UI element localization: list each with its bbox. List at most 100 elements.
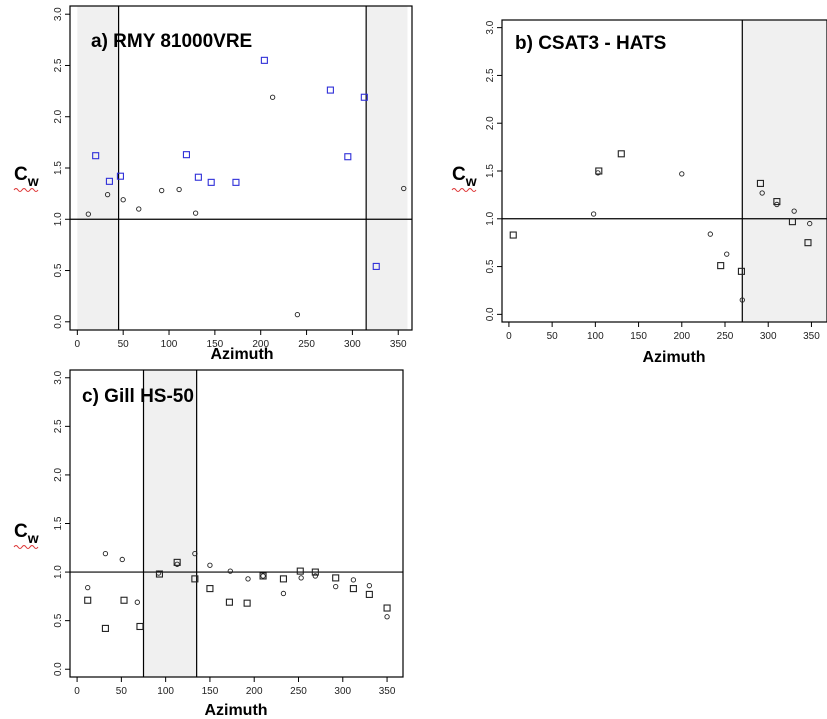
panel-c-square-point-8 [225,598,233,606]
panel-a-shaded-region-0 [77,6,119,330]
panel-b-circle-point-3 [707,231,713,237]
panel-a-circle-point-3 [136,206,142,212]
panel-c-square-point-16 [365,590,373,598]
panel-b-square-point-6 [773,198,781,206]
panel-c-circle-point-13 [312,573,318,579]
panel-c-square-point-13 [311,568,319,576]
panel-c-xtick-label-7: 350 [379,686,396,697]
panel-b-xtick-label-0: 0 [506,331,512,342]
panel-b-ylabel-sub: w [465,173,477,189]
panel-a-square-point-10 [360,93,368,101]
panel-c-circle-point-12 [298,575,304,581]
panel-a-ylabel-sub: w [27,173,39,189]
panel-c-circle-point-10 [260,573,266,579]
panel-c-marks: 0 50 100 150 200 250 300 350 0.0 0.5 1.0 1.5 2.0 2.5 3… [53,369,404,697]
panel-b-circle-point-2 [679,171,685,177]
panel-b-ytick-label-5: 2.5 [485,68,496,82]
panel-c-xtick-label-3: 150 [202,686,219,697]
panel-a-square-point-9 [344,153,352,161]
panel-c-xtick-label-1: 50 [116,686,128,697]
panel-c-circle-point-11 [280,590,287,597]
panel-c-ylabel-sub: w [27,530,39,546]
panel-b-ytick-label-2: 1.0 [485,211,496,225]
panel-c-square-point-17 [383,604,391,612]
panel-a-xlabel: Azimuth [210,346,273,363]
panel-c-square-point-3 [136,622,144,631]
panel-a-square-point-4 [194,173,202,181]
panel-a-ytick-label-3: 1.5 [53,161,64,175]
panel-b-marks: 0 50 100 150 200 250 300 350 0.0 0.5 1.0 1.5 2.0 2.5 3… [485,19,827,342]
panel-b-xlabel: Azimuth [642,349,705,366]
panel-c-xtick-label-4: 200 [246,686,263,697]
panel-c-ytick-label-5: 2.5 [53,419,64,433]
panel-a-circle-point-7 [269,94,276,100]
panel-a-marks: 0 50 100 150 200 250 300 350 0.0 0.5 1.0 1.5 2.0 2.5 3… [53,5,413,350]
panel-a-xtick-label-2: 100 [161,339,178,350]
panel-a-xtick-label-1: 50 [118,339,130,350]
panel-b-square-point-2 [617,150,625,158]
panel-c-ytick-label-2: 1.0 [53,565,64,579]
panel-a-circle-point-8 [294,311,301,318]
panel-b-shaded-region-0 [742,20,827,322]
panel-c-ytick-label-1: 0.5 [53,613,64,627]
panel-a-shaded-region-1 [366,6,408,330]
panel-a-xtick-label-4: 200 [252,339,269,350]
panel-c: 0 50 100 150 200 250 300 350 0.0 0.5 1.0 1.5 2.0 2.5 3… [13,369,404,719]
panel-a-square-point-6 [232,178,240,186]
panel-b-circle-point-6 [759,190,765,196]
panel-a-xtick-label-7: 350 [390,339,407,350]
panel-c-xtick-label-6: 300 [334,686,351,697]
panel-c-circle-point-3 [134,599,140,605]
panel-c-square-point-6 [191,575,199,583]
panel-b-ytick-label-1: 0.5 [485,259,496,273]
panel-b-ytick-label-4: 2.0 [485,116,496,130]
panel-c-ytick-label-6: 3.0 [53,370,64,384]
panel-c-plot-frame [69,369,404,678]
panel-a-square-point-0 [92,152,100,160]
panel-b-square-point-7 [788,218,796,226]
panel-b-xtick-label-2: 100 [587,331,604,342]
panel-c-circle-point-8 [227,568,233,574]
panel-c-square-point-1 [101,624,109,632]
panel-c-square-point-0 [84,596,92,604]
panel-b-xtick-label-4: 200 [673,331,690,342]
panel-c-ytick-label-0: 0.0 [53,662,64,676]
panel-a-ytick-label-5: 2.5 [53,58,64,72]
panel-a-ylabel-spellcheck-underline [13,188,39,192]
panel-a-square-point-2 [116,172,124,180]
panel-b-circle-point-8 [791,208,797,214]
panel-b-xtick-label-5: 250 [717,331,734,342]
panel-a-circle-point-6 [192,210,199,216]
panel-a-circle-point-9 [401,185,407,192]
panel-b-square-point-1 [595,167,603,175]
panel-c-xlabel: Azimuth [204,702,267,719]
panel-c-square-point-15 [349,585,357,593]
panel-c-square-point-7 [206,585,214,593]
panel-b-ytick-label-3: 1.5 [485,164,496,178]
panel-a-ytick-label-6: 3.0 [53,7,64,21]
panel-c-shaded-region-0 [143,370,197,677]
panel-a-circle-point-1 [104,192,111,198]
panel-a-ytick-label-4: 2.0 [53,109,64,123]
panel-b-xtick-label-6: 300 [760,331,777,342]
panel-c-circle-point-1 [102,550,109,557]
panel-a-square-point-3 [182,151,190,159]
panel-a-ytick-label-2: 1.0 [53,212,64,226]
panel-b-ylabel: Cw [452,164,477,189]
panel-b-xtick-label-1: 50 [547,331,559,342]
panel-a-circle-point-0 [85,211,91,217]
panel-b: 0 50 100 150 200 250 300 350 0.0 0.5 1.0 1.5 2.0 2.5 3… [451,19,827,366]
panel-c-square-point-14 [332,574,340,582]
panel-a-square-point-5 [207,178,215,186]
panel-b-square-point-8 [804,239,812,247]
panel-c-square-point-12 [296,567,304,575]
panel-c-square-point-9 [243,599,251,607]
panel-c-title: c) Gill HS-50 [82,386,194,407]
panel-a-xtick-label-3: 150 [207,339,224,350]
panel-c-circle-point-6 [192,550,198,557]
panel-a-circle-point-2 [120,197,126,203]
panel-c-square-point-11 [279,575,287,583]
panel-b-square-point-3 [717,262,725,270]
panel-a-ytick-label-1: 0.5 [53,263,64,277]
